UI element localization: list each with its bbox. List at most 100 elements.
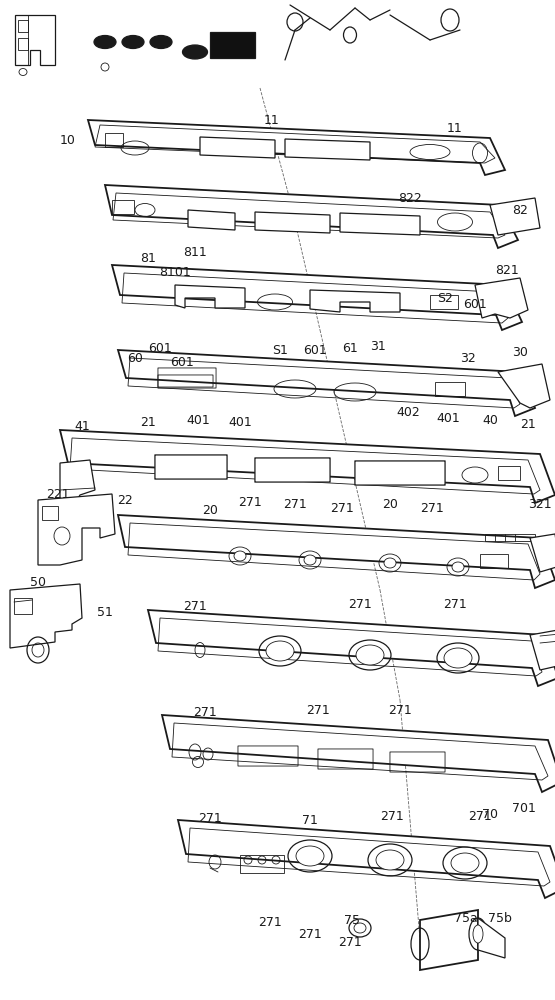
Ellipse shape	[473, 925, 483, 943]
Ellipse shape	[296, 846, 324, 866]
Polygon shape	[210, 32, 255, 58]
Polygon shape	[10, 584, 82, 648]
Text: 82: 82	[512, 204, 528, 217]
Text: 271: 271	[238, 496, 262, 510]
Ellipse shape	[266, 641, 294, 661]
Text: 75a: 75a	[454, 912, 478, 924]
Polygon shape	[255, 212, 330, 233]
Text: 271: 271	[298, 928, 322, 942]
Text: 601: 601	[148, 342, 172, 355]
Text: 11: 11	[264, 113, 280, 126]
Text: 71: 71	[302, 814, 318, 826]
Text: 701: 701	[512, 802, 536, 814]
Polygon shape	[178, 820, 555, 898]
Text: 81: 81	[140, 251, 156, 264]
Text: 271: 271	[420, 502, 444, 514]
Polygon shape	[88, 120, 505, 175]
Polygon shape	[490, 198, 540, 235]
Text: 21: 21	[140, 416, 156, 428]
Text: 321: 321	[528, 498, 552, 512]
Polygon shape	[118, 515, 555, 588]
Polygon shape	[420, 910, 478, 970]
Polygon shape	[200, 137, 275, 158]
Text: 20: 20	[382, 498, 398, 512]
Ellipse shape	[356, 645, 384, 665]
Text: 61: 61	[342, 342, 358, 355]
Text: 60: 60	[127, 352, 143, 364]
Polygon shape	[340, 213, 420, 235]
Polygon shape	[60, 460, 95, 503]
Text: 271: 271	[330, 502, 354, 514]
Text: 271: 271	[388, 704, 412, 716]
Polygon shape	[530, 534, 555, 572]
Text: 221: 221	[46, 488, 70, 500]
Text: 271: 271	[198, 812, 222, 824]
Text: 822: 822	[398, 192, 422, 205]
Ellipse shape	[376, 850, 404, 870]
Text: 271: 271	[380, 810, 404, 822]
Ellipse shape	[122, 35, 144, 48]
Text: 22: 22	[117, 493, 133, 506]
FancyBboxPatch shape	[255, 458, 330, 482]
Polygon shape	[38, 494, 115, 565]
FancyBboxPatch shape	[155, 455, 227, 479]
Text: 401: 401	[228, 416, 252, 430]
Ellipse shape	[94, 35, 116, 48]
Polygon shape	[478, 918, 505, 958]
Text: 10: 10	[60, 133, 76, 146]
Text: 271: 271	[348, 597, 372, 610]
Polygon shape	[60, 430, 555, 503]
Text: 811: 811	[183, 245, 207, 258]
Polygon shape	[15, 15, 55, 65]
Text: 402: 402	[396, 406, 420, 420]
Text: 75b: 75b	[488, 912, 512, 924]
Text: 271: 271	[306, 704, 330, 716]
Text: 271: 271	[443, 598, 467, 611]
Text: 21: 21	[520, 418, 536, 432]
Polygon shape	[175, 285, 245, 308]
Text: S1: S1	[272, 344, 288, 357]
Ellipse shape	[304, 555, 316, 565]
Polygon shape	[530, 630, 555, 670]
Text: 41: 41	[74, 420, 90, 432]
Text: 51: 51	[97, 605, 113, 618]
Text: 821: 821	[495, 263, 519, 276]
Polygon shape	[162, 715, 555, 792]
Ellipse shape	[452, 562, 464, 572]
Polygon shape	[188, 210, 235, 230]
Text: 271: 271	[258, 916, 282, 928]
Text: 401: 401	[436, 412, 460, 424]
Polygon shape	[310, 290, 400, 312]
Text: 271: 271	[183, 600, 207, 613]
Text: 11: 11	[447, 121, 463, 134]
Ellipse shape	[234, 551, 246, 561]
Text: 271: 271	[338, 936, 362, 948]
Text: 401: 401	[186, 414, 210, 426]
Ellipse shape	[183, 45, 208, 59]
Ellipse shape	[384, 558, 396, 568]
Polygon shape	[148, 610, 555, 686]
Text: 30: 30	[512, 346, 528, 359]
Text: 75: 75	[344, 914, 360, 926]
Polygon shape	[475, 278, 528, 318]
Text: 271: 271	[193, 706, 217, 718]
FancyBboxPatch shape	[355, 461, 445, 485]
Ellipse shape	[444, 648, 472, 668]
Ellipse shape	[451, 853, 479, 873]
Text: 601: 601	[303, 344, 327, 357]
Text: 31: 31	[370, 340, 386, 354]
Text: 40: 40	[482, 414, 498, 426]
Text: 50: 50	[30, 576, 46, 588]
Polygon shape	[498, 364, 550, 408]
Polygon shape	[105, 185, 518, 248]
Text: 601: 601	[170, 356, 194, 368]
Ellipse shape	[150, 35, 172, 48]
Text: 20: 20	[202, 504, 218, 516]
Text: 271: 271	[283, 498, 307, 512]
Text: 70: 70	[482, 808, 498, 822]
Text: S2: S2	[437, 292, 453, 304]
Polygon shape	[112, 265, 522, 330]
Text: 601: 601	[463, 298, 487, 312]
Polygon shape	[118, 350, 535, 416]
Text: 8101: 8101	[159, 265, 191, 278]
